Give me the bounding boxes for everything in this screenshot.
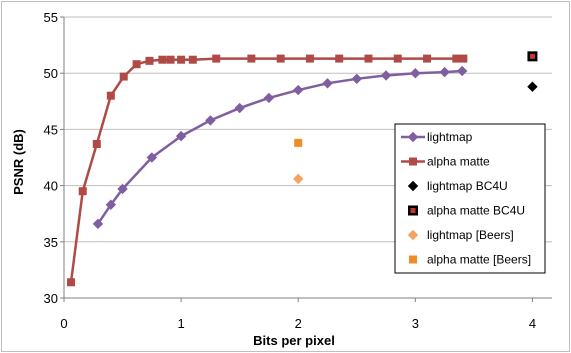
data-point <box>323 79 332 88</box>
data-point <box>365 55 372 62</box>
data-point <box>294 174 303 183</box>
marker-fill <box>530 54 535 59</box>
data-point <box>453 55 460 62</box>
data-point <box>394 55 401 62</box>
data-point <box>107 92 114 99</box>
y-tick-label: 50 <box>44 66 58 81</box>
legend-label: alpha matte BC4U <box>427 204 525 218</box>
data-point <box>352 74 361 83</box>
legend-marker <box>410 256 417 263</box>
data-point <box>213 55 220 62</box>
data-point <box>306 55 313 62</box>
x-tick-label: 0 <box>60 316 67 331</box>
data-point <box>294 86 303 95</box>
x-tick-labels: 0 1 2 3 4 <box>60 316 536 331</box>
data-point <box>264 93 273 102</box>
data-point <box>336 55 343 62</box>
data-point <box>528 82 537 91</box>
data-point <box>295 139 302 146</box>
legend-marker <box>408 206 418 216</box>
data-point <box>235 104 244 113</box>
legend-marker <box>410 158 417 165</box>
legend-label: lightmap BC4U <box>427 179 508 193</box>
data-point <box>382 71 391 80</box>
data-point <box>440 68 449 77</box>
data-point <box>411 69 420 78</box>
data-point <box>460 55 467 62</box>
series-alpha-matte-beers- <box>295 139 302 146</box>
data-point <box>79 188 86 195</box>
data-point <box>159 56 166 63</box>
x-tick-label: 1 <box>177 316 184 331</box>
legend: lightmap alpha matte lightmap BC4U alpha ma… <box>395 124 545 273</box>
x-tick-label: 3 <box>412 316 419 331</box>
data-point <box>189 56 196 63</box>
data-point <box>458 66 467 75</box>
data-point <box>146 57 153 64</box>
legend-item: alpha matte [Beers] <box>410 253 532 267</box>
x-tick-label: 4 <box>529 316 536 331</box>
data-point <box>527 51 537 61</box>
marker-fill <box>411 208 416 213</box>
series-lightmap-bc4u <box>528 82 537 91</box>
data-point <box>206 116 215 125</box>
y-tick-label: 40 <box>44 179 58 194</box>
series-alpha-matte-bc4u <box>527 51 537 61</box>
data-point <box>424 55 431 62</box>
data-point <box>93 141 100 148</box>
x-tick-label: 2 <box>295 316 302 331</box>
legend-box <box>395 124 545 273</box>
x-axis-title: Bits per pixel <box>253 333 335 348</box>
data-point <box>68 279 75 286</box>
data-point <box>167 56 174 63</box>
y-tick-label: 45 <box>44 122 58 137</box>
y-tick-label: 55 <box>44 10 58 25</box>
y-tick-label: 35 <box>44 235 58 250</box>
data-point <box>178 56 185 63</box>
y-tick-label: 30 <box>44 291 58 306</box>
series-lightmap-beers- <box>294 174 303 183</box>
legend-label: lightmap <box>427 130 473 144</box>
data-point <box>277 55 284 62</box>
data-point <box>120 73 127 80</box>
y-axis-title: PSNR (dB) <box>11 129 26 195</box>
data-point <box>133 61 140 68</box>
data-point <box>248 55 255 62</box>
legend-label: lightmap [Beers] <box>427 228 514 242</box>
y-tick-labels: 30 35 40 45 50 55 <box>44 10 58 306</box>
legend-label: alpha matte [Beers] <box>427 253 531 267</box>
legend-label: alpha matte <box>427 155 490 169</box>
